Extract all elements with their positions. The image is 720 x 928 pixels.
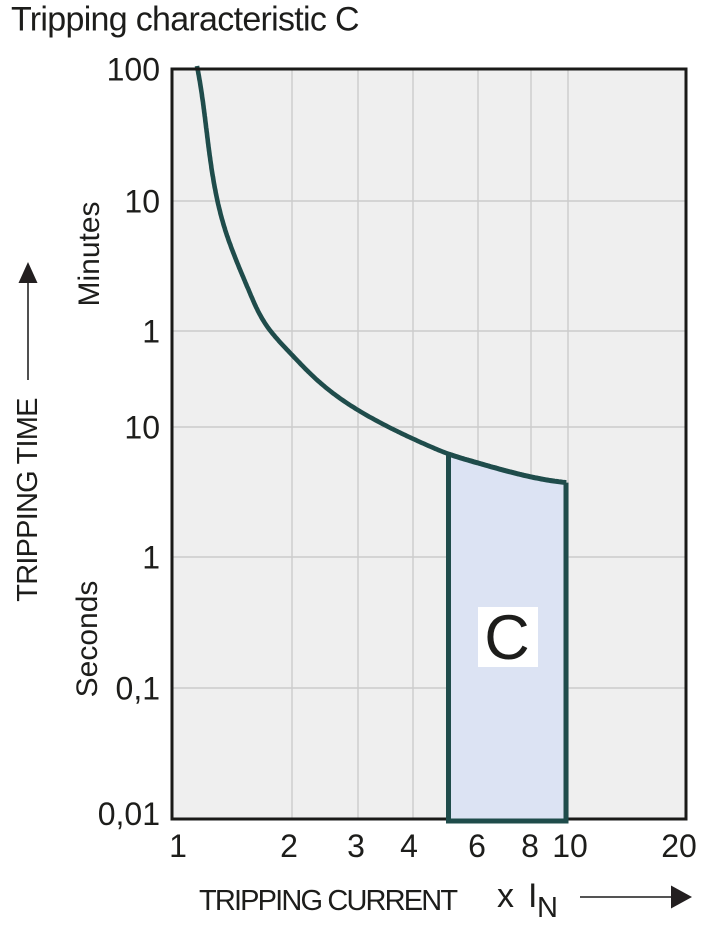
svg-text:1: 1 [142,540,160,576]
svg-text:100: 100 [107,52,160,88]
svg-text:Minutes: Minutes [73,201,106,306]
svg-text:0,01: 0,01 [98,796,160,832]
svg-text:0,1: 0,1 [116,671,160,707]
svg-text:TRIPPING TIME: TRIPPING TIME [12,398,44,602]
svg-text:10: 10 [124,184,160,220]
svg-text:1: 1 [142,314,160,350]
svg-text:N: N [537,892,558,924]
svg-text:2: 2 [280,828,298,864]
svg-text:Tripping characteristic C: Tripping characteristic C [11,1,359,39]
svg-text:x: x [497,877,514,915]
svg-text:1: 1 [169,828,187,864]
svg-text:10: 10 [552,828,588,864]
svg-text:6: 6 [468,828,486,864]
svg-text:3: 3 [347,828,365,864]
svg-text:Seconds: Seconds [71,581,104,698]
svg-text:10: 10 [124,410,160,446]
svg-text:TRIPPING CURRENT: TRIPPING CURRENT [199,885,458,917]
svg-text:I: I [528,877,537,915]
svg-text:C: C [484,603,530,673]
svg-text:4: 4 [400,828,418,864]
svg-text:20: 20 [661,828,697,864]
svg-text:8: 8 [521,828,539,864]
